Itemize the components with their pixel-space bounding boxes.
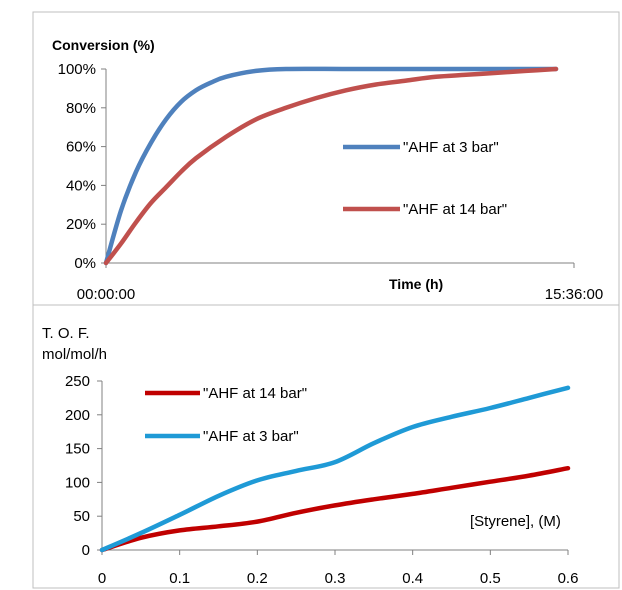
bottom-x-tick-label: 0.5 (480, 570, 501, 587)
top-x-tick-label: 15:36:00 (545, 286, 603, 303)
bottom-x-axis-title: [Styrene], (M) (470, 513, 561, 530)
bottom-series-line-2 (99, 385, 571, 553)
top-y-tick-label: 100% (58, 61, 96, 78)
top-legend-label: "AHF at 3 bar" (403, 139, 499, 156)
top-series-line-2 (103, 66, 559, 266)
top-series-line-1 (103, 66, 559, 266)
top-y-tick-label: 80% (66, 100, 96, 117)
bottom-x-tick-label: 0.4 (402, 570, 423, 587)
top-y-tick-label: 40% (66, 177, 96, 194)
top-x-tick-label: 00:00:00 (77, 286, 135, 303)
bottom-y-tick-label: 250 (65, 373, 90, 390)
bottom-y-axis-title-line2: mol/mol/h (42, 346, 107, 363)
tof-chart: T. O. F. mol/mol/h [Styrene], (M) 0 50 100… (42, 325, 578, 587)
conversion-chart: Conversion (%) Time (h) 0% 20% 40% 60% 80% 10… (52, 37, 603, 303)
top-y-tick-label: 20% (66, 216, 96, 233)
bottom-chart-frame (32, 304, 620, 589)
top-chart-frame (32, 11, 620, 306)
top-x-axis-title: Time (h) (389, 276, 443, 292)
bottom-y-tick-label: 0 (82, 542, 90, 559)
bottom-x-tick-label: 0.6 (558, 570, 579, 587)
bottom-series-line-1 (99, 465, 571, 553)
bottom-x-tick-label: 0.1 (169, 570, 190, 587)
bottom-y-tick-label: 150 (65, 441, 90, 458)
top-y-axis-title: Conversion (%) (52, 37, 155, 53)
top-y-tick-label: 0% (74, 255, 96, 272)
top-legend-label: "AHF at 14 bar" (403, 201, 507, 218)
bottom-y-axis-title-line1: T. O. F. (42, 325, 90, 342)
bottom-x-tick-label: 0 (98, 570, 106, 587)
bottom-y-tick-label: 200 (65, 407, 90, 424)
bottom-y-tick-label: 100 (65, 474, 90, 491)
bottom-x-tick-label: 0.3 (325, 570, 346, 587)
bottom-y-tick-label: 50 (73, 508, 90, 525)
bottom-x-tick-label: 0.2 (247, 570, 268, 587)
bottom-legend-label: "AHF at 14 bar" (203, 385, 307, 402)
bottom-legend-label: "AHF at 3 bar" (203, 428, 299, 445)
top-y-tick-label: 60% (66, 139, 96, 156)
